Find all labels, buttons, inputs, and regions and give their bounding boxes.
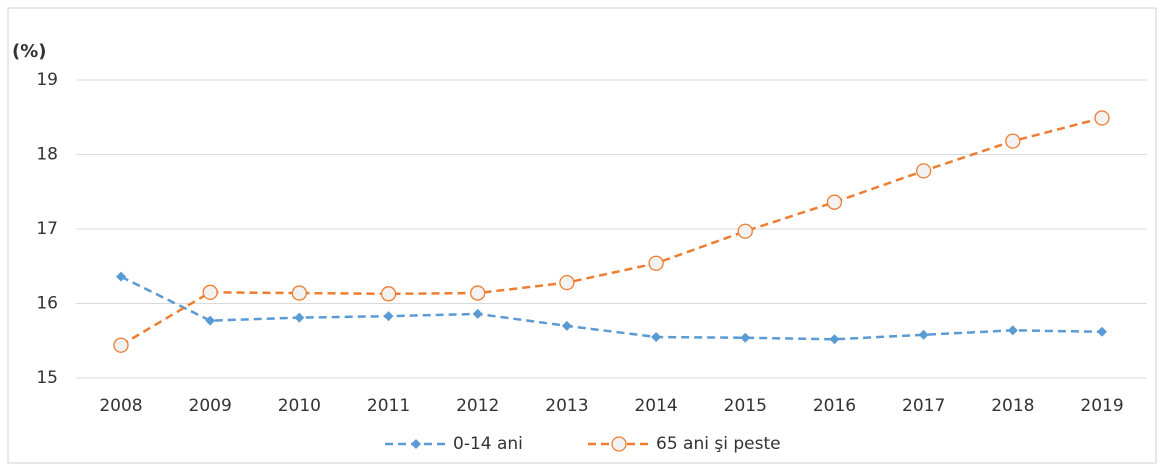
x-tick-label: 2014: [634, 396, 677, 416]
marker: [113, 337, 129, 353]
marker: [472, 308, 483, 319]
x-tick-label: 2010: [278, 396, 321, 416]
marker: [651, 332, 662, 343]
x-tick-label: 2015: [724, 396, 767, 416]
marker: [1094, 110, 1110, 126]
y-tick-label: 18: [36, 145, 58, 165]
marker: [115, 271, 126, 282]
legend-item: 0-14 ani: [385, 434, 523, 454]
marker: [648, 255, 664, 271]
x-tick-label: 2017: [902, 396, 945, 416]
marker: [829, 334, 840, 345]
x-tick-label: 2011: [367, 396, 410, 416]
legend-marker: [411, 439, 421, 449]
legend-item: 65 ani şi peste: [588, 434, 781, 454]
y-tick-label: 15: [36, 368, 58, 388]
series-line: [120, 116, 1103, 347]
marker: [559, 274, 575, 291]
marker: [380, 286, 397, 302]
y-tick-label: 19: [36, 70, 58, 90]
x-tick-label: 2016: [813, 396, 856, 416]
x-tick-label: 2008: [99, 396, 142, 416]
marker: [826, 194, 843, 210]
marker: [918, 329, 929, 340]
y-tick-label: 17: [36, 219, 58, 239]
x-tick-label: 2013: [545, 396, 588, 416]
x-tick-label: 2009: [189, 396, 232, 416]
marker: [737, 223, 753, 239]
legend-label: 65 ani şi peste: [656, 434, 781, 454]
marker: [740, 332, 751, 343]
y-tick-label: 16: [36, 294, 58, 314]
chart-frame: [7, 7, 1157, 464]
y-axis-label: (%): [12, 41, 47, 62]
marker: [1007, 325, 1018, 336]
x-tick-label: 2018: [991, 396, 1034, 416]
marker: [383, 311, 394, 322]
marker: [915, 163, 932, 179]
x-tick-label: 2019: [1080, 396, 1123, 416]
marker: [470, 285, 486, 301]
marker: [1005, 133, 1021, 149]
legend-marker: [611, 436, 627, 452]
marker: [561, 320, 572, 331]
series-line: [120, 275, 1103, 341]
marker: [291, 285, 308, 301]
x-tick-label: 2012: [456, 396, 499, 416]
marker: [1097, 326, 1108, 337]
marker: [202, 284, 218, 300]
legend-label: 0-14 ani: [453, 434, 523, 454]
marker: [294, 312, 305, 323]
marker: [205, 315, 216, 326]
